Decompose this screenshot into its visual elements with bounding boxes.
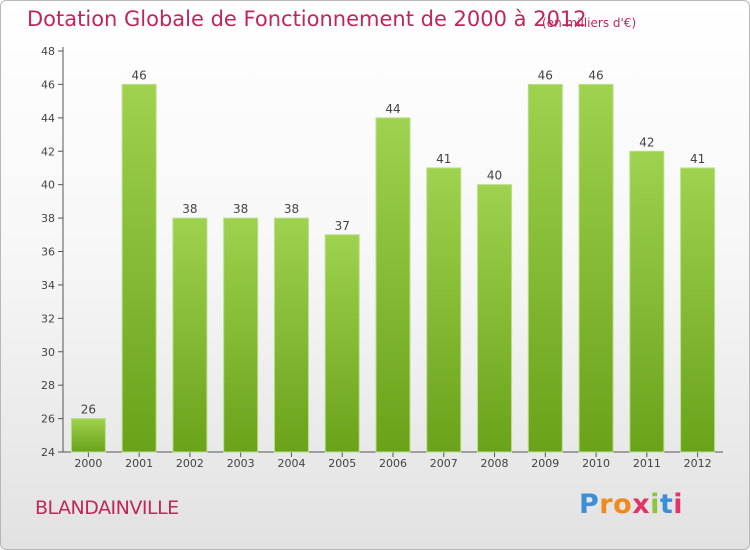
data-label: 42: [639, 135, 654, 149]
data-label: 38: [284, 202, 299, 216]
y-tick-label: 48: [41, 45, 55, 58]
logo-letter: r: [599, 489, 614, 520]
y-axis: 24 26 28 30 32 34 36 38 40 42 44 46 48: [41, 45, 64, 459]
y-tick-label: 28: [41, 379, 55, 392]
unit-note: (en milliers d'€): [542, 16, 637, 30]
bar: [121, 83, 157, 453]
data-labels: 26 46 38 38 38 37 44 41 40 46 46 42 41: [81, 68, 706, 416]
bar: [172, 217, 208, 453]
y-tick-label: 46: [41, 78, 55, 91]
data-label: 40: [487, 169, 502, 183]
proxiti-logo[interactable]: Proxiti: [579, 489, 683, 520]
x-tick-label: 2003: [227, 457, 255, 470]
x-tick-label: 2006: [379, 457, 407, 470]
x-tick-label: 2010: [582, 457, 610, 470]
x-tick-label: 2012: [684, 457, 712, 470]
bars: [70, 83, 716, 453]
bar: [527, 83, 563, 453]
logo-letter: t: [659, 489, 674, 520]
bar: [426, 167, 462, 453]
data-label: 46: [132, 68, 147, 82]
x-tick-label: 2011: [633, 457, 661, 470]
x-tick-label: 2002: [176, 457, 204, 470]
logo-letter: P: [579, 489, 600, 520]
bar: [70, 418, 106, 453]
data-label: 46: [588, 68, 603, 82]
y-tick-label: 42: [41, 145, 55, 158]
bar: [680, 167, 716, 453]
y-tick-label: 44: [41, 112, 55, 125]
data-label: 41: [436, 152, 451, 166]
x-tick-label: 2004: [277, 457, 305, 470]
logo-letter: i: [650, 489, 660, 520]
commune-name: BLANDAINVILLE: [35, 497, 179, 519]
y-tick-label: 24: [41, 446, 55, 459]
y-tick-label: 40: [41, 179, 55, 192]
bar: [273, 217, 309, 453]
bar: [629, 150, 665, 453]
x-tick-label: 2009: [531, 457, 559, 470]
x-tick-label: 2005: [328, 457, 356, 470]
x-tick-label: 2008: [481, 457, 509, 470]
logo-letter: x: [632, 489, 651, 520]
y-tick-label: 32: [41, 312, 55, 325]
bar: [578, 83, 614, 453]
bar: [375, 117, 411, 453]
x-tick-label: 2001: [125, 457, 153, 470]
y-tick-label: 26: [41, 413, 55, 426]
y-tick-label: 34: [41, 279, 55, 292]
bar: [324, 234, 360, 453]
bar: [477, 184, 513, 453]
y-tick-label: 38: [41, 212, 55, 225]
bar: [223, 217, 259, 453]
data-label: 38: [182, 202, 197, 216]
data-label: 37: [335, 219, 350, 233]
chart-title: Dotation Globale de Fonctionnement de 20…: [27, 7, 587, 31]
x-axis: 2000 2001 2002 2003 2004 2005 2006 2007 2008 2009…: [63, 451, 723, 470]
y-tick-label: 30: [41, 346, 55, 359]
x-tick-label: 2000: [74, 457, 102, 470]
data-label: 44: [385, 102, 400, 116]
data-label: 38: [233, 202, 248, 216]
logo-letter: o: [613, 489, 633, 520]
data-label: 41: [690, 152, 705, 166]
data-label: 46: [538, 68, 553, 82]
y-tick-label: 36: [41, 246, 55, 259]
data-label: 26: [81, 403, 96, 417]
x-tick-label: 2007: [430, 457, 458, 470]
logo-letter: i: [673, 489, 684, 520]
